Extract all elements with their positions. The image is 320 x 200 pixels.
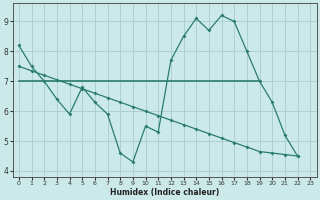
X-axis label: Humidex (Indice chaleur): Humidex (Indice chaleur) <box>110 188 219 197</box>
